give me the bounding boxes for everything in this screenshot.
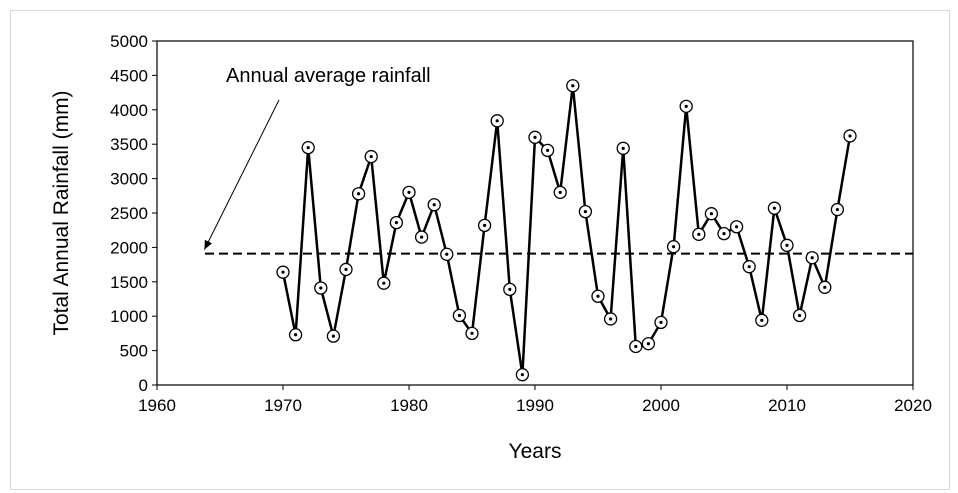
annotation-label: Annual average rainfall (226, 65, 431, 87)
y-tick-label: 500 (120, 342, 148, 361)
data-point-center (294, 333, 298, 337)
data-point-center (508, 287, 512, 291)
data-point-center (823, 285, 827, 289)
y-tick-label: 0 (139, 376, 148, 395)
x-tick-label: 1980 (390, 396, 428, 415)
x-tick-label: 2000 (642, 396, 680, 415)
data-point-center (558, 190, 562, 194)
x-axis-title: Years (509, 440, 562, 463)
data-point-center (646, 342, 651, 346)
data-point-center (634, 344, 638, 349)
x-tick-label: 1960 (138, 396, 176, 415)
y-tick-label: 2500 (110, 204, 148, 223)
data-point-center (735, 225, 739, 229)
data-point-center (571, 84, 575, 88)
data-point-center (445, 252, 449, 256)
data-point-center (407, 190, 411, 194)
y-tick-label: 3000 (110, 170, 148, 189)
data-point-center (357, 192, 361, 196)
annotation-arrow (203, 99, 280, 250)
y-tick-label: 4000 (110, 101, 148, 120)
data-point-center (672, 245, 676, 249)
chart-frame (10, 10, 950, 490)
data-point-center (495, 119, 499, 123)
data-point-center (533, 135, 537, 139)
data-point-center (583, 210, 588, 214)
y-tick-label: 2000 (110, 238, 148, 257)
data-point-center (331, 334, 335, 338)
x-axis-ticks: 1960 1970 1980 1990 2000 2010 2020 (138, 385, 932, 415)
x-tick-label: 2020 (894, 396, 932, 415)
y-axis-title: Total Annual Rainfall (mm) (50, 90, 73, 335)
data-point-center (747, 265, 751, 269)
data-point-center (596, 294, 600, 298)
rainfall-markers (276, 79, 857, 382)
data-point-center (798, 313, 802, 318)
data-point-center (621, 146, 625, 150)
rainfall-series-line (281, 84, 852, 376)
data-point-center (319, 286, 323, 290)
data-point-center (709, 212, 714, 216)
data-point-center (394, 221, 398, 225)
y-tick-label: 1500 (110, 273, 148, 292)
data-point-center (722, 232, 726, 236)
data-point-center (281, 270, 285, 274)
data-point-center (697, 232, 701, 236)
data-point-center (520, 373, 525, 377)
data-point-center (772, 206, 777, 210)
data-point-center (420, 235, 424, 239)
data-point-center (369, 154, 373, 159)
data-point-center (684, 104, 688, 108)
x-tick-label: 1990 (516, 396, 554, 415)
data-point-center (848, 134, 852, 138)
data-point-center (760, 318, 764, 322)
y-tick-label: 1000 (110, 307, 148, 326)
plot-area (156, 40, 914, 386)
y-tick-label: 3500 (110, 135, 148, 154)
data-point-center (470, 331, 474, 335)
data-point-center (382, 281, 386, 285)
data-point-center (785, 243, 789, 247)
y-axis-ticks: 0 500 1000 1500 2000 2500 3000 3500 4000 4500 5000 (110, 32, 157, 395)
data-point-center (609, 317, 613, 321)
data-point-center (659, 320, 663, 324)
data-point-center (546, 148, 550, 152)
data-point-center (306, 146, 310, 150)
data-point-center (835, 207, 840, 212)
data-point-center (457, 313, 461, 318)
y-tick-label: 4500 (110, 66, 148, 85)
data-point-center (483, 223, 487, 227)
x-tick-label: 1970 (264, 396, 302, 415)
y-tick-label: 5000 (110, 32, 148, 51)
x-tick-label: 2010 (768, 396, 806, 415)
data-point-center (810, 256, 814, 260)
data-point-center (432, 203, 436, 207)
data-point-center (344, 267, 348, 272)
